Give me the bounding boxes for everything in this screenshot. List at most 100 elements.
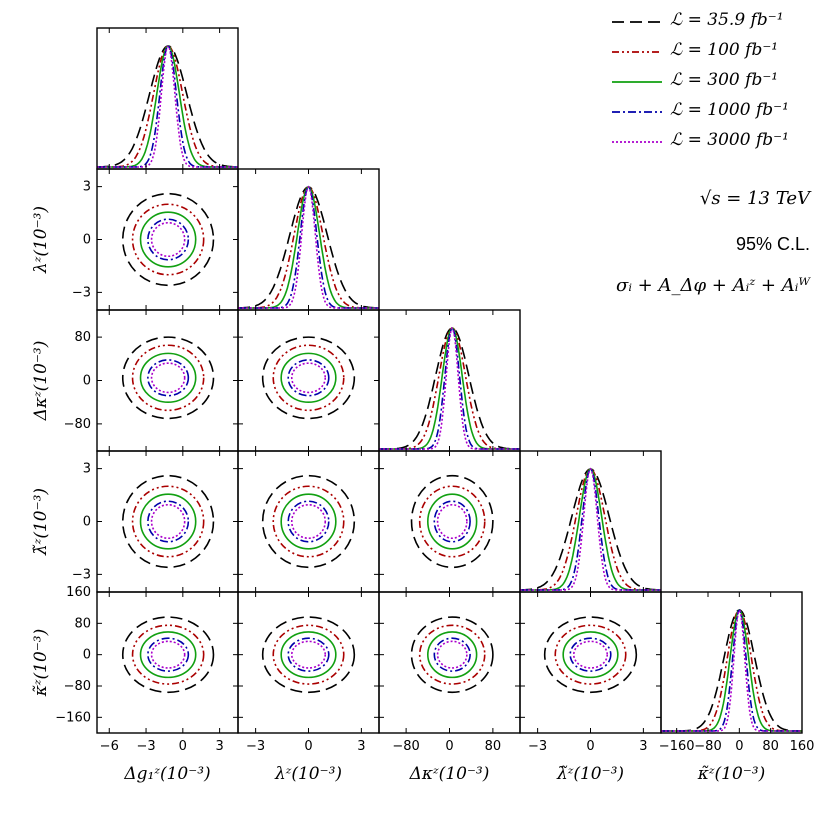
confidence-contour bbox=[418, 485, 486, 558]
subplot-frame bbox=[237, 309, 380, 452]
legend-swatch bbox=[612, 81, 662, 83]
y-tick-label: −3 bbox=[72, 567, 91, 582]
likelihood-curve bbox=[520, 468, 661, 591]
likelihood-curve bbox=[379, 326, 520, 450]
legend-entry: ℒ = 1000 fb⁻¹ bbox=[612, 100, 827, 130]
confidence-contour bbox=[131, 344, 205, 412]
legend: ℒ = 35.9 fb⁻¹ ℒ = 100 fb⁻¹ ℒ = 300 fb⁻¹ … bbox=[612, 10, 827, 160]
legend-label: ℒ = 1000 fb⁻¹ bbox=[670, 100, 789, 120]
likelihood-curve bbox=[238, 185, 379, 309]
confidence-contour bbox=[427, 493, 478, 550]
x-axis-label: Δκᶻ(10⁻³) bbox=[409, 764, 490, 784]
likelihood-curve bbox=[238, 186, 379, 309]
legend-entry: ℒ = 300 fb⁻¹ bbox=[612, 70, 827, 100]
subplot-frame bbox=[378, 450, 521, 593]
subplot-frame bbox=[96, 168, 239, 311]
x-tick-label: 3 bbox=[215, 739, 223, 754]
confidence-contour bbox=[147, 637, 190, 672]
x-tick-label: 80 bbox=[762, 739, 779, 754]
y-tick-label: 160 bbox=[66, 585, 91, 600]
subplot-frame bbox=[96, 27, 239, 170]
y-tick-label: 80 bbox=[74, 330, 91, 345]
confidence-contour bbox=[290, 640, 327, 669]
likelihood-curve bbox=[661, 609, 802, 732]
x-tick-label: −6 bbox=[100, 739, 119, 754]
confidence-contour bbox=[280, 352, 337, 403]
x-tick-label: −80 bbox=[694, 739, 721, 754]
confidence-contour bbox=[150, 221, 186, 258]
legend-entry: ℒ = 100 fb⁻¹ bbox=[612, 40, 827, 70]
subplot-dg1z-dkappa_z: −80 0 80 bbox=[64, 309, 239, 452]
subplot-dkappa_z-dkappa_z bbox=[378, 309, 521, 452]
likelihood-curve bbox=[97, 45, 238, 168]
x-tick-label: 3 bbox=[357, 739, 365, 754]
likelihood-curve bbox=[379, 327, 520, 450]
confidence-contour bbox=[121, 336, 215, 420]
x-tick-label: −80 bbox=[392, 739, 419, 754]
y-tick-label: 80 bbox=[74, 616, 91, 631]
x-tick-label: −3 bbox=[136, 739, 155, 754]
x-axis-label: Δg₁ᶻ(10⁻³) bbox=[123, 764, 210, 784]
x-axis-label: λᶻ(10⁻³) bbox=[274, 764, 342, 784]
y-tick-label: 3 bbox=[83, 180, 91, 195]
confidence-contour bbox=[543, 616, 638, 694]
legend-swatch bbox=[612, 141, 662, 143]
confidence-contour bbox=[150, 640, 186, 669]
x-tick-label: 0 bbox=[735, 739, 743, 754]
y-tick-label: −160 bbox=[55, 710, 91, 725]
subplot-lambda_z-dkappa_z bbox=[237, 309, 380, 452]
y-tick-label: 0 bbox=[83, 515, 91, 530]
likelihood-curve bbox=[520, 468, 661, 591]
x-tick-label: −3 bbox=[246, 739, 265, 754]
likelihood-curve bbox=[97, 45, 238, 168]
likelihood-curve bbox=[238, 186, 379, 309]
confidence-contour bbox=[436, 640, 468, 669]
confidence-contour bbox=[562, 631, 619, 679]
confidence-label: 95% C.L. bbox=[735, 234, 810, 254]
legend-swatch bbox=[612, 111, 662, 113]
y-axis-label: κ̃ᶻ(10⁻³) bbox=[31, 629, 51, 697]
x-tick-label: −160 bbox=[659, 739, 695, 754]
y-tick-label: 0 bbox=[83, 648, 91, 663]
likelihood-curve bbox=[520, 467, 661, 591]
observables-label: σᵢ + A_Δφ + Aᵢᶻ + Aᵢᵂ bbox=[616, 275, 810, 296]
confidence-contour bbox=[131, 203, 205, 276]
y-tick-label: −80 bbox=[64, 679, 91, 694]
subplot-frame bbox=[519, 591, 662, 734]
x-tick-label: 3 bbox=[639, 739, 647, 754]
likelihood-curve bbox=[379, 327, 520, 450]
legend-swatch bbox=[612, 51, 662, 53]
subplot-frame bbox=[96, 309, 239, 452]
x-tick-label: 0 bbox=[179, 739, 187, 754]
y-axis-label: λᶻ(10⁻³) bbox=[31, 206, 51, 274]
confidence-contour bbox=[290, 362, 327, 394]
confidence-contour bbox=[287, 359, 330, 397]
y-axis-label: λ̃ᶻ(10⁻³) bbox=[31, 488, 51, 556]
confidence-contour bbox=[121, 192, 215, 287]
likelihood-curve bbox=[97, 45, 238, 168]
energy-label: √s = 13 TeV bbox=[699, 188, 810, 209]
subplot-frame bbox=[237, 168, 380, 311]
confidence-contour bbox=[147, 359, 190, 397]
legend-entry: ℒ = 35.9 fb⁻¹ bbox=[612, 10, 827, 40]
subplot-frame bbox=[519, 450, 662, 593]
confidence-contour bbox=[436, 503, 468, 540]
confidence-contour bbox=[261, 616, 356, 694]
likelihood-curve bbox=[520, 468, 661, 591]
y-axis-label: Δκᶻ(10⁻³) bbox=[31, 341, 51, 422]
confidence-contour bbox=[150, 362, 186, 394]
confidence-contour bbox=[139, 211, 197, 268]
confidence-contour bbox=[150, 503, 186, 540]
confidence-contour bbox=[121, 616, 215, 694]
subplot-dg1z-dg1z bbox=[96, 27, 239, 170]
likelihood-curve bbox=[520, 467, 661, 591]
likelihood-curve bbox=[238, 185, 379, 309]
confidence-contour bbox=[572, 640, 609, 669]
confidence-contour bbox=[261, 336, 356, 420]
subplot-lambda_tilde_z-lambda_tilde_z bbox=[519, 450, 662, 593]
confidence-contour bbox=[569, 637, 612, 672]
likelihood-curve bbox=[97, 45, 238, 168]
subplot-lambda_z-kappa_tilde_z: −3 0 3 bbox=[237, 591, 380, 754]
confidence-contour bbox=[433, 500, 471, 543]
